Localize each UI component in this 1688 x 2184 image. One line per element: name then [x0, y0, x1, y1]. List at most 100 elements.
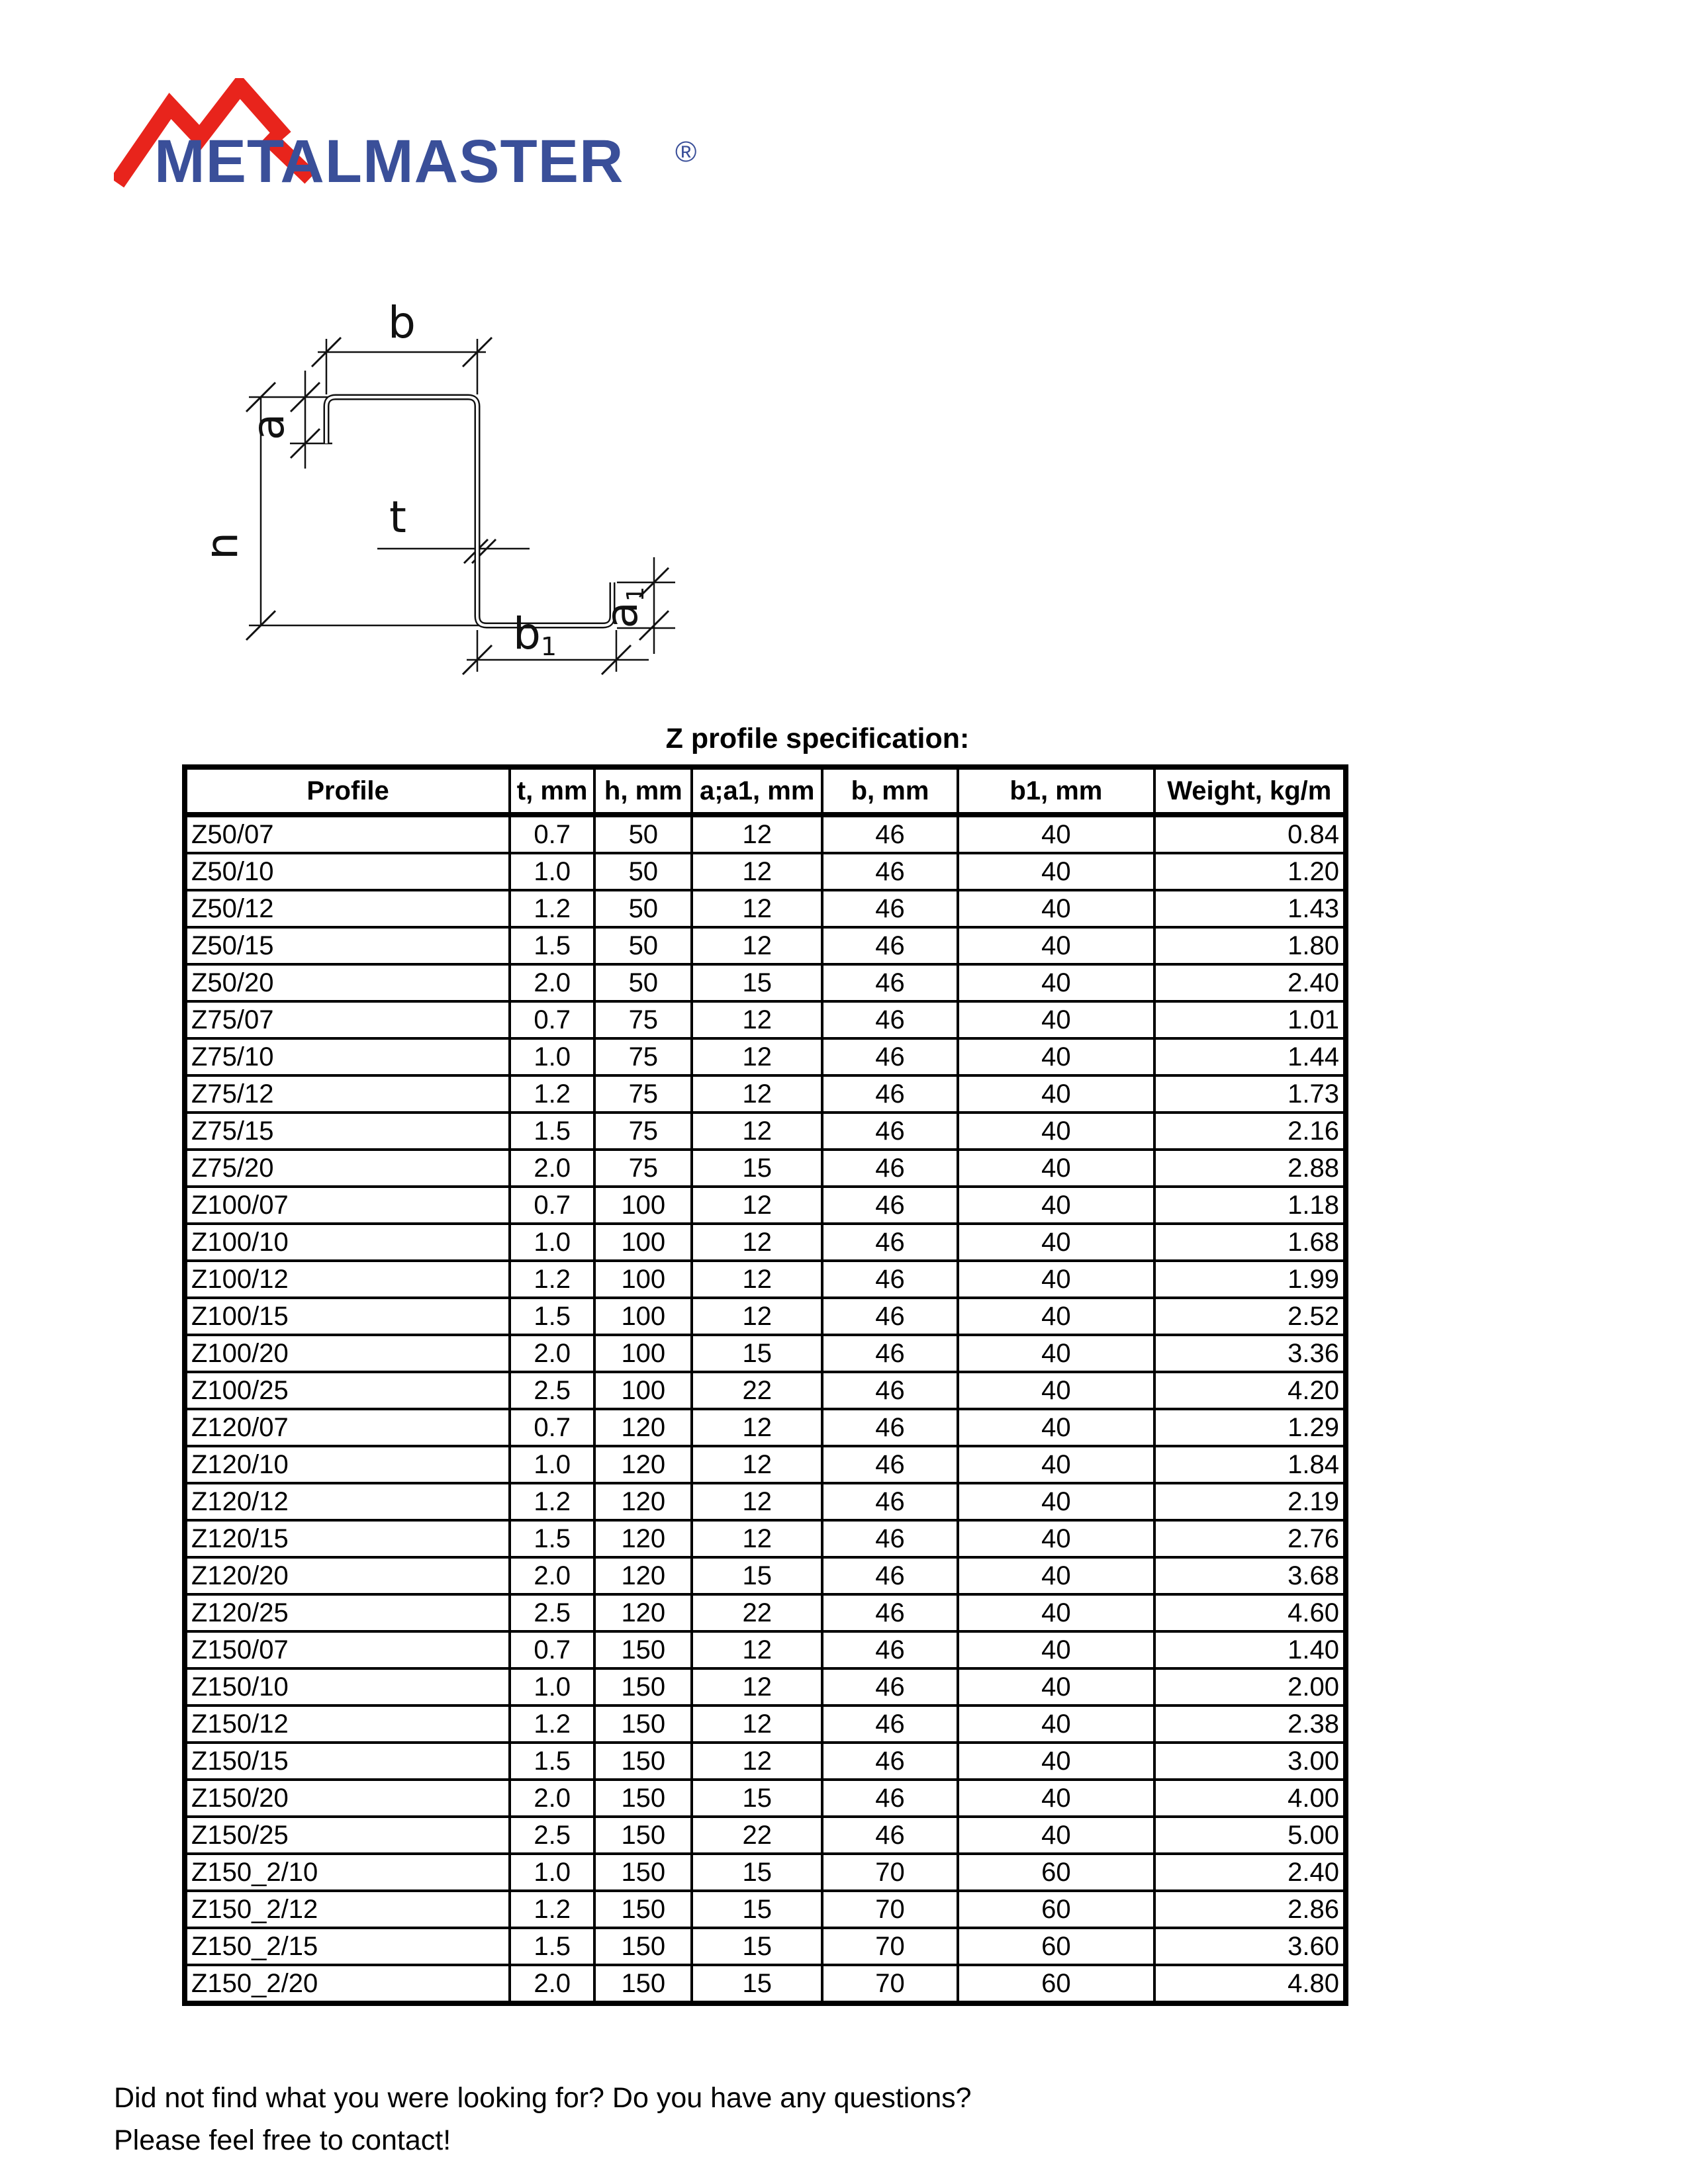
z-profile-outline	[323, 394, 616, 629]
table-cell: 70	[820, 1964, 960, 2005]
table-cell: 1.20	[1152, 852, 1348, 891]
column-header: Weight, kg/m	[1152, 766, 1348, 817]
table-row: Z120/07 0.7 120 12 46 40 1.29	[183, 1408, 1348, 1447]
table-cell: 46	[820, 1704, 960, 1744]
dim-label-t: t	[389, 492, 406, 543]
logo-wordmark: METALMASTER	[154, 128, 624, 195]
table-cell: 1.2	[508, 1259, 596, 1299]
table-cell: Z120/25	[183, 1593, 512, 1633]
table-cell: Z100/20	[183, 1334, 512, 1373]
table-cell: 100	[593, 1185, 694, 1225]
table-cell: 0.7	[508, 1630, 596, 1670]
table-cell: 1.0	[508, 1445, 596, 1484]
table-row: Z150/15 1.5 150 12 46 40 3.00	[183, 1741, 1348, 1781]
table-row: Z100/12 1.2 100 12 46 40 1.99	[183, 1259, 1348, 1299]
table-cell: 46	[820, 1371, 960, 1410]
dim-label-b1: b1	[513, 608, 557, 661]
table-cell: 0.84	[1152, 813, 1348, 854]
table-cell: 12	[690, 1222, 823, 1262]
table-cell: Z150/07	[183, 1630, 512, 1670]
table-cell: 12	[690, 1482, 823, 1522]
table-cell: 75	[593, 1074, 694, 1114]
table-cell: 46	[820, 1556, 960, 1596]
table-cell: Z75/15	[183, 1111, 512, 1151]
table-cell: 1.5	[508, 1519, 596, 1559]
table-row: Z50/12 1.2 50 12 46 40 1.43	[183, 889, 1348, 929]
table-cell: 46	[820, 1037, 960, 1077]
table-row: Z75/12 1.2 75 12 46 40 1.73	[183, 1074, 1348, 1114]
table-cell: Z100/25	[183, 1371, 512, 1410]
table-cell: 12	[690, 1297, 823, 1336]
table-cell: 2.5	[508, 1371, 596, 1410]
table-cell: Z100/12	[183, 1259, 512, 1299]
table-cell: 46	[820, 813, 960, 854]
table-cell: Z75/10	[183, 1037, 512, 1077]
table-cell: 40	[957, 852, 1156, 891]
table-cell: 60	[957, 1889, 1156, 1929]
column-header: a;a1, mm	[690, 766, 823, 817]
table-cell: 150	[593, 1927, 694, 1966]
table-cell: 40	[957, 1297, 1156, 1336]
table-cell: 15	[690, 1852, 823, 1892]
table-cell: 50	[593, 889, 694, 929]
table-cell: Z120/12	[183, 1482, 512, 1522]
table-cell: 150	[593, 1815, 694, 1855]
table-cell: 150	[593, 1630, 694, 1670]
table-cell: 150	[593, 1778, 694, 1818]
table-cell: 2.38	[1152, 1704, 1348, 1744]
table-cell: 46	[820, 1593, 960, 1633]
table-cell: 60	[957, 1964, 1156, 2005]
table-cell: 40	[957, 889, 1156, 929]
table-cell: 40	[957, 1371, 1156, 1410]
column-header: Profile	[183, 766, 512, 817]
table-cell: 120	[593, 1408, 694, 1447]
table-row: Z100/07 0.7 100 12 46 40 1.18	[183, 1185, 1348, 1225]
table-cell: 1.5	[508, 1741, 596, 1781]
table-cell: 15	[690, 1778, 823, 1818]
table-cell: 2.88	[1152, 1148, 1348, 1188]
table-cell: 46	[820, 1148, 960, 1188]
table-title: Z profile specification:	[665, 723, 970, 754]
table-cell: 1.68	[1152, 1222, 1348, 1262]
table-cell: 50	[593, 813, 694, 854]
table-cell: 2.40	[1152, 963, 1348, 1003]
table-row: Z75/15 1.5 75 12 46 40 2.16	[183, 1111, 1348, 1151]
column-header: t, mm	[508, 766, 596, 817]
table-cell: 100	[593, 1371, 694, 1410]
table-cell: 12	[690, 1445, 823, 1484]
dimension-tick-marks	[245, 336, 670, 676]
table-cell: 46	[820, 1778, 960, 1818]
table-cell: 22	[690, 1815, 823, 1855]
table-cell: 12	[690, 1000, 823, 1040]
table-cell: 120	[593, 1556, 694, 1596]
table-row: Z120/15 1.5 120 12 46 40 2.76	[183, 1519, 1348, 1559]
table-cell: 4.20	[1152, 1371, 1348, 1410]
table-row: Z120/25 2.5 120 22 46 40 4.60	[183, 1593, 1348, 1633]
table-cell: 22	[690, 1593, 823, 1633]
table-cell: 40	[957, 1000, 1156, 1040]
table-cell: 46	[820, 1482, 960, 1522]
table-cell: 4.60	[1152, 1593, 1348, 1633]
table-cell: 40	[957, 926, 1156, 966]
table-cell: 1.5	[508, 926, 596, 966]
table-cell: 12	[690, 1630, 823, 1670]
table-cell: 4.00	[1152, 1778, 1348, 1818]
table-cell: 40	[957, 1334, 1156, 1373]
table-cell: Z100/15	[183, 1297, 512, 1336]
table-cell: 12	[690, 1408, 823, 1447]
table-cell: 2.5	[508, 1815, 596, 1855]
table-cell: 75	[593, 1148, 694, 1188]
table-cell: 46	[820, 1074, 960, 1114]
table-cell: 5.00	[1152, 1815, 1348, 1855]
table-cell: Z150_2/10	[183, 1852, 512, 1892]
table-cell: 40	[957, 1778, 1156, 1818]
table-cell: 1.01	[1152, 1000, 1348, 1040]
table-cell: 60	[957, 1852, 1156, 1892]
table-cell: 40	[957, 1259, 1156, 1299]
table-cell: 12	[690, 1111, 823, 1151]
dimension-lines	[259, 351, 655, 661]
table-cell: 40	[957, 1630, 1156, 1670]
table-cell: Z75/07	[183, 1000, 512, 1040]
table-cell: 120	[593, 1593, 694, 1633]
table-cell: 12	[690, 1259, 823, 1299]
